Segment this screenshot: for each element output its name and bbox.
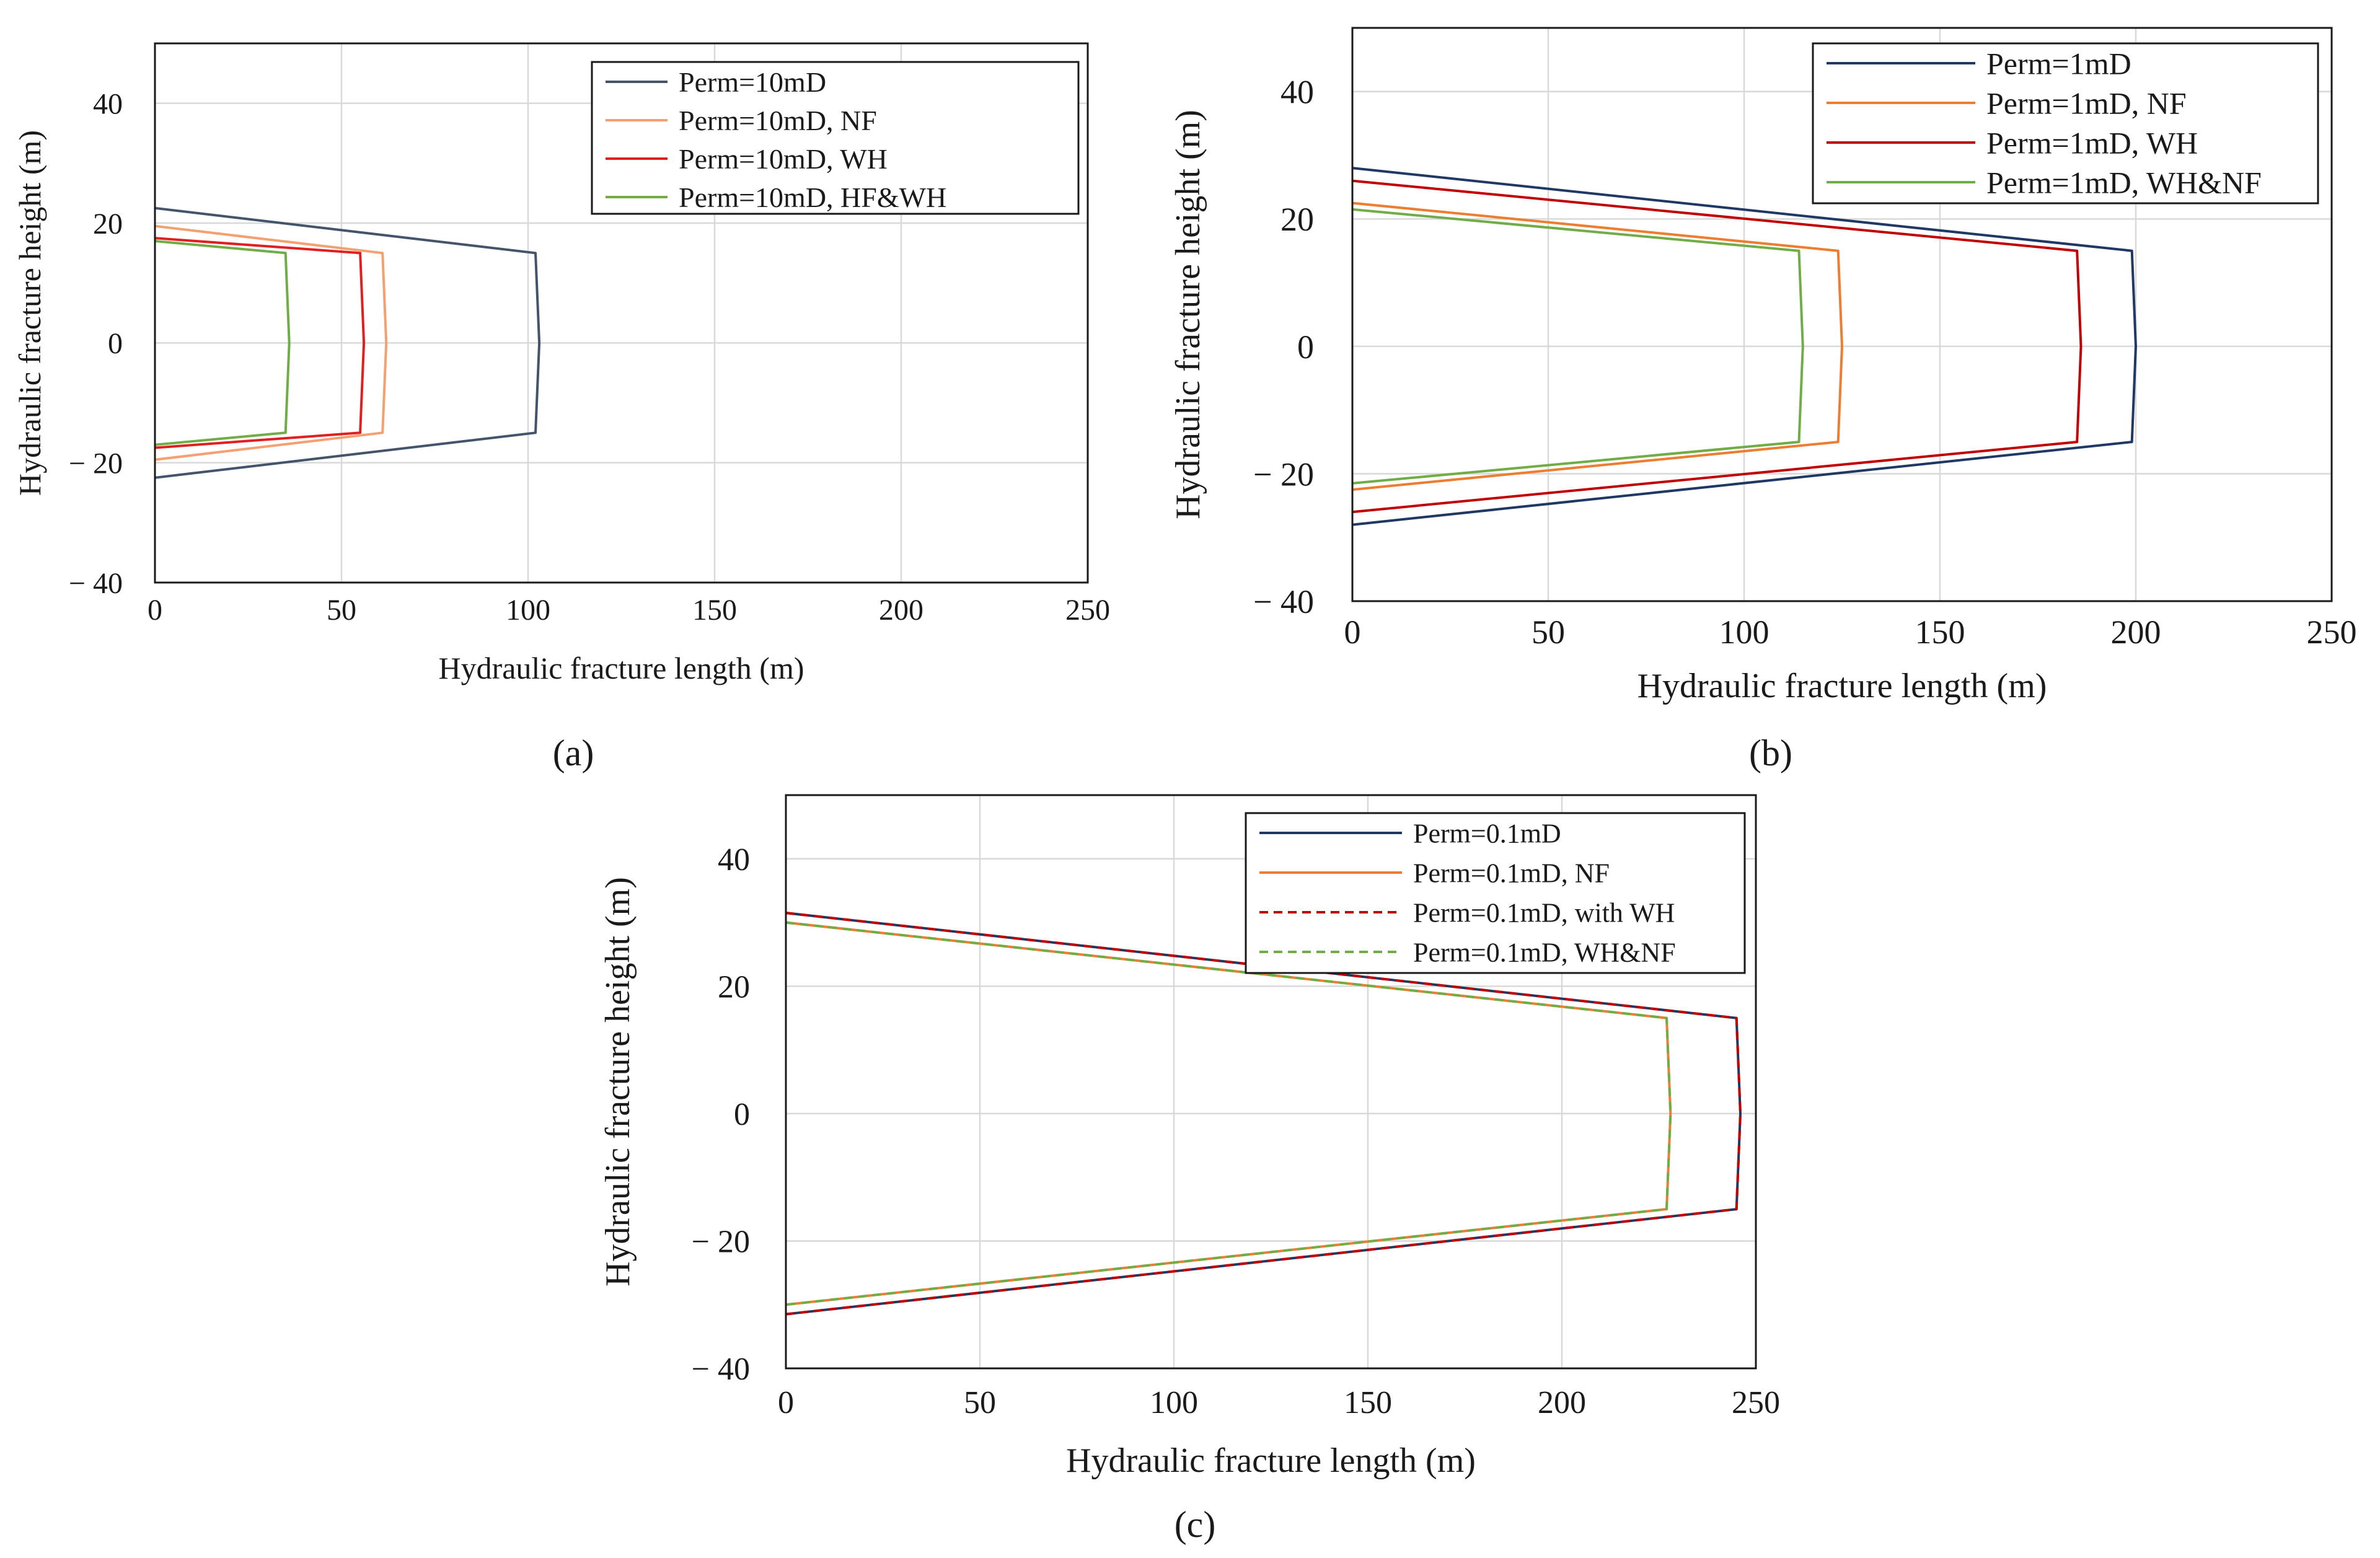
legend-label-2: Perm=10mD, NF (679, 105, 877, 136)
series-line-1 (154, 206, 541, 479)
x-tick-label: 100 (506, 594, 550, 627)
plot-frame (785, 794, 1757, 1370)
series-line-4 (785, 921, 1672, 1306)
y-tick-label: − 20 (69, 447, 123, 480)
x-tick-label: 150 (692, 594, 737, 627)
legend-label-2: Perm=0.1mD, NF (1413, 858, 1610, 888)
series-line-3 (154, 237, 366, 449)
series-line-2 (154, 224, 388, 461)
x-tick-label: 0 (148, 594, 162, 627)
plot-frame (154, 42, 1089, 584)
y-tick-label: 40 (1280, 74, 1314, 111)
x-tick-label: 100 (1150, 1385, 1198, 1420)
x-tick-label: 150 (1915, 614, 1965, 651)
x-tick-label: 250 (1065, 594, 1110, 627)
y-tick-label: − 20 (692, 1225, 750, 1260)
legend-label-2: Perm=1mD, NF (1986, 86, 2187, 121)
series-line-3 (1352, 179, 2082, 514)
y-axis-label: Hydraulic fracture height (m) (599, 877, 637, 1287)
x-tick-label: 200 (1538, 1385, 1586, 1420)
legend-label-1: Perm=10mD (679, 66, 826, 98)
y-axis-label: Hydraulic fracture height (m) (12, 130, 47, 496)
y-tick-label: 20 (718, 970, 750, 1005)
legend: Perm=0.1mD Perm=0.1mD, NF Perm=0.1mD, with… (1245, 812, 1746, 974)
legend-label-1: Perm=0.1mD (1413, 818, 1561, 848)
x-axis-label: Hydraulic fracture length (m) (1637, 667, 2047, 705)
legend-label-3: Perm=10mD, WH (679, 143, 888, 175)
y-tick-label: − 40 (69, 567, 123, 600)
series-line-4 (154, 240, 291, 446)
y-axis-label: Hydraulic fracture height (m) (1169, 110, 1207, 519)
x-tick-label: 150 (1344, 1385, 1392, 1420)
legend-label-3: Perm=1mD, WH (1986, 126, 2198, 161)
legend: Perm=10mD Perm=10mD, NF Perm=10mD, WH Perm=… (591, 61, 1080, 215)
y-tick-label: 20 (1280, 201, 1314, 238)
x-tick-label: 0 (1344, 614, 1361, 651)
y-tick-label: 20 (93, 208, 123, 240)
panel-label: (b) (1749, 733, 1792, 773)
x-tick-label: 50 (327, 594, 356, 627)
chart-panel-1: 0 50 100 150 200 250 − 40 − 20 0 20 40 Hydraulic fr… (12, 42, 1110, 773)
legend-box (591, 61, 1080, 215)
x-tick-label: 250 (1732, 1385, 1780, 1420)
legend-box (1812, 42, 2319, 205)
chart-panel-2: 0 50 100 150 200 250 − 40 − 20 0 20 40 Hydraulic fr… (1169, 27, 2357, 773)
x-tick-label: 100 (1719, 614, 1770, 651)
legend-label-1: Perm=1mD (1986, 46, 2131, 81)
legend-label-4: Perm=0.1mD, WH&NF (1413, 937, 1676, 967)
x-tick-label: 50 (1532, 614, 1565, 651)
x-tick-label: 250 (2307, 614, 2357, 651)
y-tick-label: 40 (718, 842, 750, 878)
legend-label-4: Perm=1mD, WH&NF (1986, 165, 2262, 200)
legend: Perm=1mD Perm=1mD, NF Perm=1mD, WH Perm=1mD… (1812, 42, 2319, 205)
y-tick-label: − 20 (1253, 456, 1314, 493)
y-tick-label: 0 (108, 327, 123, 360)
series-line-4 (1352, 208, 1804, 485)
y-tick-label: 0 (1297, 328, 1314, 366)
chart-panel-3: 0 50 100 150 200 250 − 40 − 20 0 20 40 Hydraulic fr… (599, 794, 1780, 1545)
x-tick-label: 0 (778, 1385, 794, 1420)
plot-frame (1351, 27, 2333, 602)
series-line-1 (785, 912, 1742, 1316)
x-axis-label: Hydraulic fracture length (m) (438, 651, 804, 685)
y-tick-label: 40 (93, 87, 123, 120)
y-tick-label: − 40 (692, 1352, 750, 1387)
x-tick-label: 200 (879, 594, 923, 627)
y-tick-label: − 40 (1253, 583, 1314, 620)
y-tick-label: 0 (734, 1097, 750, 1132)
series-line-2 (1352, 201, 1843, 491)
x-tick-label: 50 (964, 1385, 996, 1420)
legend-box (1245, 812, 1746, 974)
panel-label: (a) (553, 733, 594, 773)
series-line-1 (1352, 167, 2137, 526)
panel-label: (c) (1175, 1504, 1216, 1545)
legend-label-4: Perm=10mD, HF&WH (679, 182, 946, 213)
legend-label-3: Perm=0.1mD, with WH (1413, 897, 1675, 928)
x-axis-label: Hydraulic fracture length (m) (1066, 1441, 1476, 1480)
x-tick-label: 200 (2111, 614, 2161, 651)
